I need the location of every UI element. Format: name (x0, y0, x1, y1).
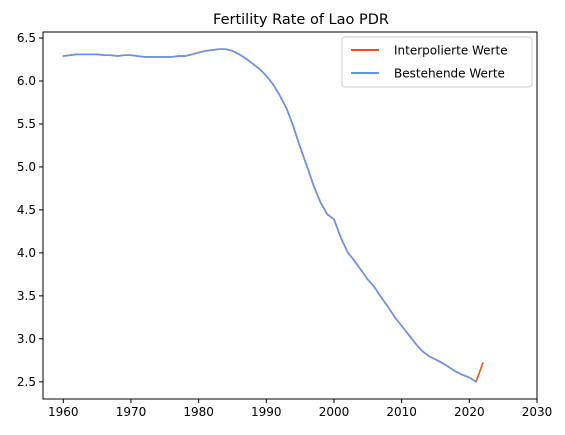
x-tick-label: 2000 (319, 405, 350, 419)
series-line-1 (62, 48, 477, 383)
y-tick-label: 5.5 (17, 117, 36, 131)
plot-area (62, 48, 484, 383)
x-tick-label: 1960 (48, 405, 79, 419)
y-tick-label: 3.0 (17, 332, 36, 346)
chart-title: Fertility Rate of Lao PDR (213, 12, 389, 28)
x-tick-label: 2010 (386, 405, 417, 419)
x-tick-label: 2020 (454, 405, 485, 419)
axes-frame (42, 31, 538, 400)
x-tick-label: 1990 (251, 405, 282, 419)
axes: 1960 1970 1980 1990 2000 2010 2020 2030 2.5 3.0 3.… (17, 31, 552, 419)
x-tick-label: 1970 (116, 405, 147, 419)
x-tick-label: 2030 (522, 405, 553, 419)
y-tick-label: 4.0 (17, 246, 36, 260)
x-tick-label: 1980 (183, 405, 214, 419)
y-tick-label: 4.5 (17, 203, 36, 217)
y-tick-label: 6.5 (17, 31, 36, 45)
y-tick-label: 5.0 (17, 160, 36, 174)
legend-label-existing: Bestehende Werte (394, 67, 505, 81)
legend-label-interpolated: Interpolierte Werte (394, 44, 508, 58)
y-tick-label: 3.5 (17, 289, 36, 303)
legend: Interpolierte Werte Bestehende Werte (341, 36, 533, 88)
y-tick-label: 2.5 (17, 375, 36, 389)
legend-box (341, 36, 533, 88)
y-tick-label: 6.0 (17, 74, 36, 88)
